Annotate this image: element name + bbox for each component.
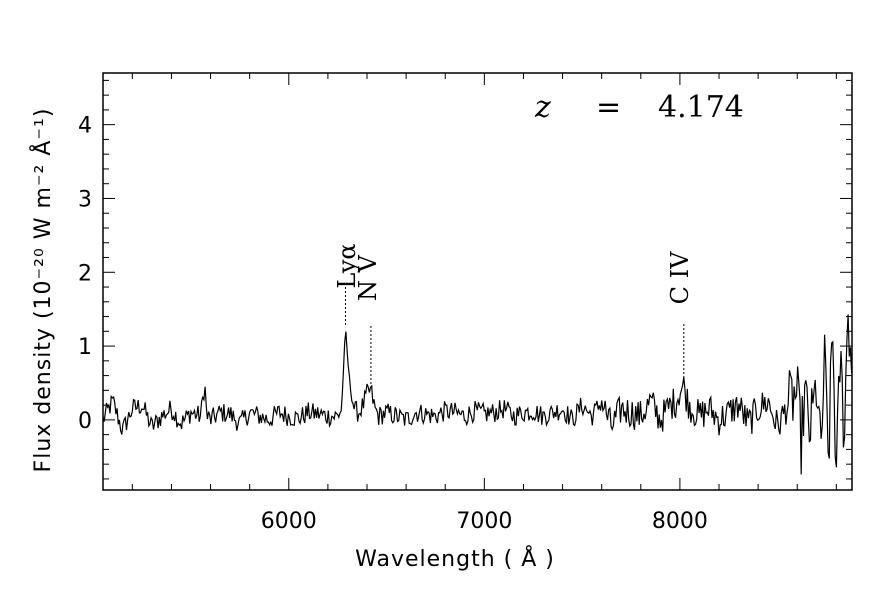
y-tick-label: 2	[78, 261, 92, 286]
x-tick-label: 7000	[456, 509, 512, 534]
x-tick-label: 8000	[652, 509, 708, 534]
emission-line-label: C IV	[666, 251, 694, 304]
x-tick-label: 6000	[261, 509, 317, 534]
x-axis-title: Wavelength ( Å )	[355, 545, 555, 572]
plot-frame	[102, 72, 853, 491]
y-tick-label: 1	[78, 335, 92, 360]
redshift-label: z = 4.174	[534, 90, 744, 125]
redshift-equals: =	[596, 90, 621, 125]
redshift-symbol: z	[534, 90, 551, 125]
redshift-value: 4.174	[658, 90, 744, 125]
tick-labels: 6000 7000 8000 0 1 2 3 4	[78, 114, 708, 534]
spectrum-line	[102, 314, 853, 475]
y-tick-label: 3	[78, 187, 92, 212]
axis-ticks	[103, 73, 852, 490]
emission-line-label: Lyα	[333, 243, 361, 288]
emission-line-label: N V	[354, 254, 382, 301]
y-axis-title: Flux density (10⁻²⁰ W m⁻² Å⁻¹)	[29, 108, 56, 473]
y-tick-label: 0	[78, 409, 92, 434]
y-tick-label: 4	[78, 114, 92, 139]
